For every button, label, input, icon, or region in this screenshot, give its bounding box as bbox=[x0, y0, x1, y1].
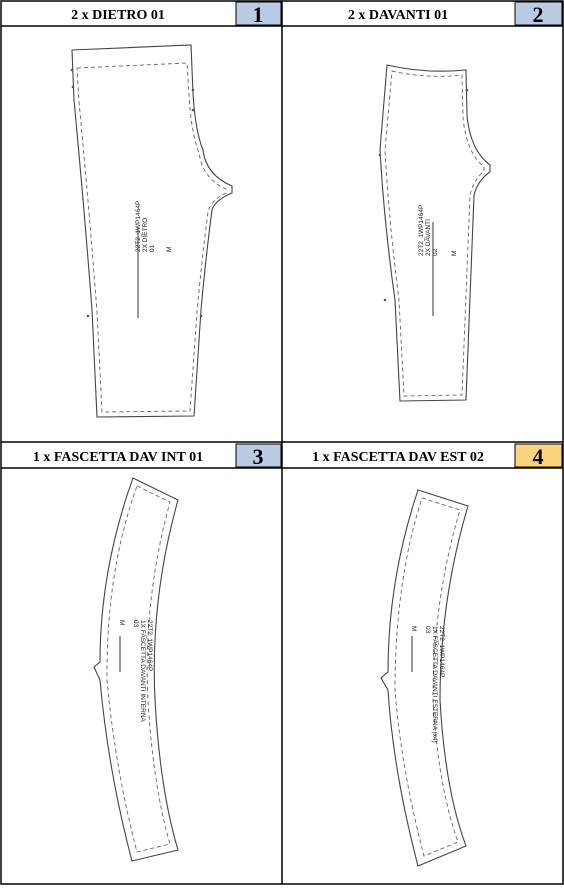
davanti-label-code: 22T2_1WP1464P bbox=[418, 205, 425, 256]
dietro-label-number: 01 bbox=[149, 244, 156, 252]
fascetta-int-outline bbox=[93, 477, 179, 862]
davanti-seam-line bbox=[384, 70, 485, 397]
fascetta-est-outline bbox=[380, 489, 469, 867]
dietro-label-code: 22T2_1WP1464P bbox=[135, 201, 142, 252]
panel-4-header: 1 x FASCETTA DAV EST 02 4 bbox=[312, 443, 563, 469]
fascetta-int-label-code: 22T2_1WP1464P bbox=[146, 620, 153, 671]
fascetta-int-seam-line bbox=[106, 485, 171, 853]
panel-1-title: 2 x DIETRO 01 bbox=[71, 8, 165, 23]
davanti-label-name: 2X DAVANTI bbox=[425, 219, 432, 256]
pattern-piece-fascetta-int: 22T2_1WP1464P 1X FASCETTA DAVANTI INTERN… bbox=[93, 477, 179, 862]
panel-4-number-badge bbox=[514, 443, 563, 468]
panel-3-number-badge bbox=[235, 443, 282, 468]
panel-3-header: 1 x FASCETTA DAV INT 01 3 bbox=[33, 443, 282, 469]
fascetta-est-label-size: M bbox=[410, 626, 417, 631]
panel-2-header: 2 x DAVANTI 01 2 bbox=[348, 1, 563, 27]
panel-2-number: 2 bbox=[533, 2, 544, 27]
panel-4-number: 4 bbox=[533, 444, 544, 469]
fascetta-int-label-name: 1X FASCETTA DAVANTI INTERNA bbox=[139, 620, 146, 723]
fascetta-est-label-number: 03 bbox=[424, 626, 431, 634]
davanti-outline bbox=[379, 64, 491, 402]
pattern-piece-fascetta-est: 22T2_1WP1464P 1X FASCETTA DAVANTI ESTERN… bbox=[380, 489, 469, 867]
pattern-piece-dietro: 22T2_1WP1464P 2X DIETRO 01 M bbox=[70, 44, 233, 418]
davanti-label-size: M bbox=[451, 251, 458, 256]
dietro-outline bbox=[71, 44, 233, 418]
dietro-label-name: 2X DIETRO bbox=[142, 218, 149, 252]
panel-3-number: 3 bbox=[253, 444, 264, 469]
panel-1-number: 1 bbox=[253, 2, 264, 27]
fascetta-est-label-code: 22T2_1WP1464P bbox=[438, 626, 445, 677]
fascetta-est-label-name: 1X FASCETTA DAVANTI ESTERNA (x4) bbox=[431, 626, 438, 743]
panel-2-title: 2 x DAVANTI 01 bbox=[348, 8, 448, 23]
fascetta-int-label-number: 03 bbox=[132, 620, 139, 628]
panel-4-title: 1 x FASCETTA DAV EST 02 bbox=[312, 450, 484, 465]
dietro-seam-line bbox=[76, 62, 227, 413]
davanti-label-number: 02 bbox=[432, 248, 439, 256]
panel-1-header: 2 x DIETRO 01 1 bbox=[71, 1, 282, 27]
pattern-piece-davanti: 22T2_1WP1464P 2X DAVANTI 02 M bbox=[378, 64, 491, 402]
fascetta-int-label-size: M bbox=[118, 620, 125, 625]
panel-1-number-badge bbox=[235, 1, 282, 26]
panel-3-title: 1 x FASCETTA DAV INT 01 bbox=[33, 450, 203, 465]
dietro-label-size: M bbox=[166, 247, 173, 252]
panel-2-number-badge bbox=[514, 1, 563, 26]
fascetta-est-seam-line bbox=[394, 497, 461, 857]
